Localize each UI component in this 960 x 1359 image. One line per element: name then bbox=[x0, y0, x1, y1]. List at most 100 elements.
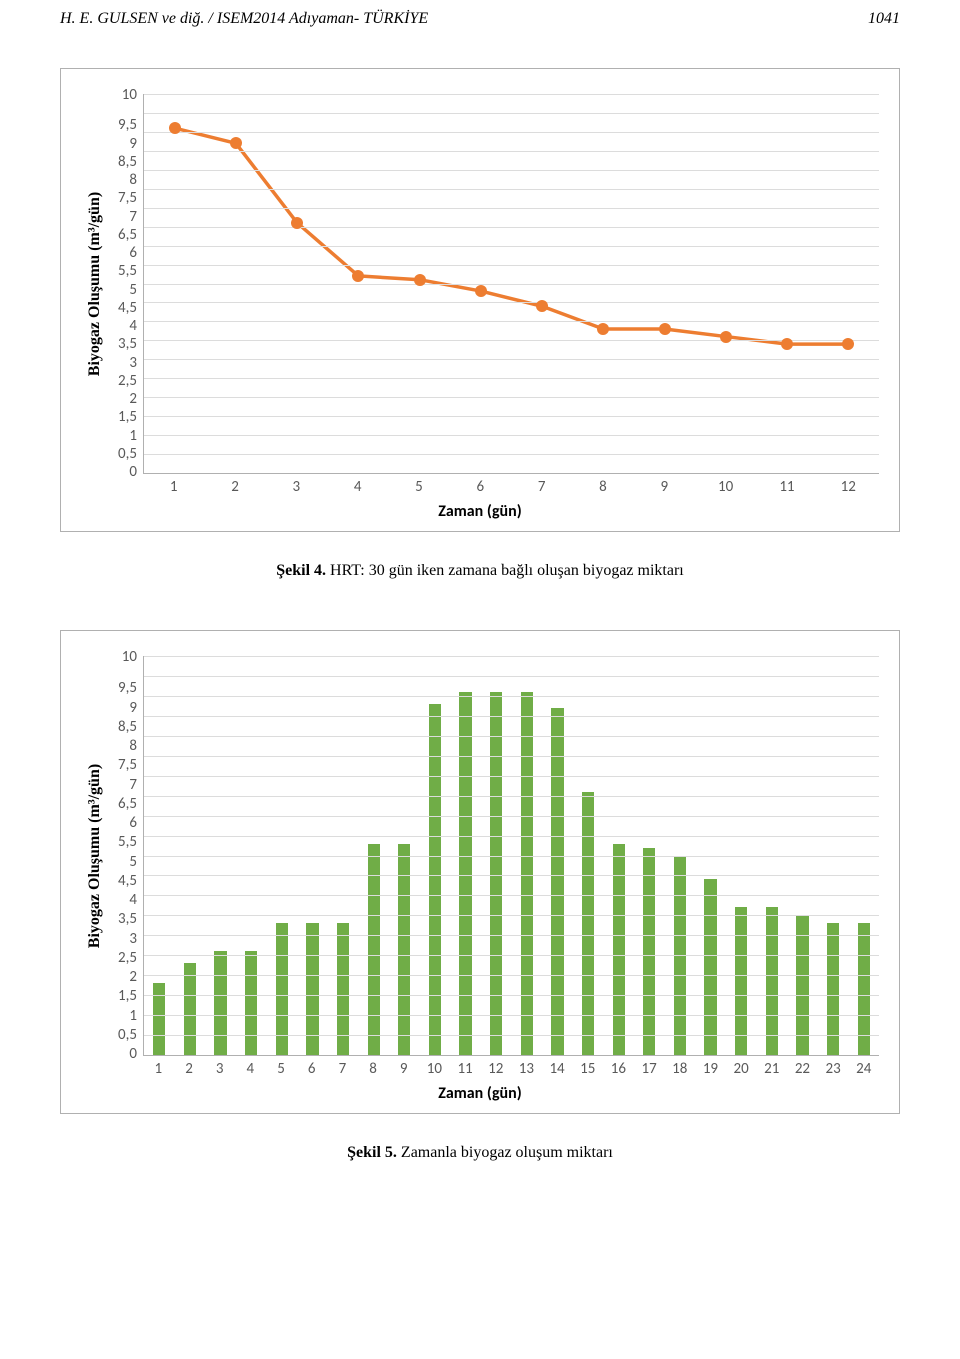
bar-chart-area: Biyogaz Oluşumu (m³/gün) 109,598,587,576… bbox=[81, 656, 879, 1103]
ytick-label: 8,5 bbox=[118, 720, 137, 735]
ytick-label: 10 bbox=[122, 88, 137, 103]
line-series-marker bbox=[659, 323, 671, 335]
xtick-label: 8 bbox=[572, 474, 633, 496]
gridline bbox=[144, 435, 879, 436]
gridline bbox=[144, 1015, 879, 1016]
xtick-label: 6 bbox=[450, 474, 511, 496]
gridline bbox=[144, 856, 879, 857]
ytick-label: 5 bbox=[129, 855, 137, 870]
gridline bbox=[144, 816, 879, 817]
ytick-label: 1 bbox=[129, 429, 137, 444]
xtick-label: 12 bbox=[818, 474, 879, 496]
gridline bbox=[144, 756, 879, 757]
ytick-label: 0 bbox=[129, 465, 137, 480]
ytick-label: 2 bbox=[129, 392, 137, 407]
xtick-label: 15 bbox=[572, 1056, 603, 1078]
bar bbox=[459, 692, 471, 1055]
gridline bbox=[144, 975, 879, 976]
gridline bbox=[144, 895, 879, 896]
gridline bbox=[144, 132, 879, 133]
ytick-label: 8,5 bbox=[118, 155, 137, 170]
gridline bbox=[144, 378, 879, 379]
caption-1: Şekil 4. HRT: 30 gün iken zamana bağlı o… bbox=[0, 562, 960, 580]
gridline bbox=[144, 416, 879, 417]
gridline bbox=[144, 875, 879, 876]
xtick-label: 3 bbox=[266, 474, 327, 496]
ytick-label: 1 bbox=[129, 1009, 137, 1024]
xtick-label: 2 bbox=[204, 474, 265, 496]
gridline bbox=[144, 151, 879, 152]
ytick-label: 2 bbox=[129, 970, 137, 985]
xtick-label: 10 bbox=[419, 1056, 450, 1078]
ytick-label: 9 bbox=[129, 701, 137, 716]
ytick-label: 9 bbox=[129, 137, 137, 152]
line-series-marker bbox=[720, 331, 732, 343]
ytick-label: 1,5 bbox=[118, 989, 137, 1004]
gridline bbox=[144, 94, 879, 95]
bar bbox=[184, 963, 196, 1055]
xtick-label: 2 bbox=[174, 1056, 205, 1078]
gridline bbox=[144, 995, 879, 996]
ytick-label: 10 bbox=[122, 650, 137, 665]
bar-chart-xlabel: Zaman (gün) bbox=[81, 1078, 879, 1103]
bar bbox=[153, 983, 165, 1055]
xtick-label: 21 bbox=[756, 1056, 787, 1078]
xtick-label: 12 bbox=[480, 1056, 511, 1078]
ytick-label: 2,5 bbox=[118, 951, 137, 966]
gridline bbox=[144, 656, 879, 657]
xtick-label: 1 bbox=[143, 1056, 174, 1078]
line-chart-ylabel-col: Biyogaz Oluşumu (m³/gün) bbox=[81, 94, 109, 474]
ytick-label: 6 bbox=[129, 816, 137, 831]
ytick-label: 0 bbox=[129, 1047, 137, 1062]
line-chart-xlabel: Zaman (gün) bbox=[81, 496, 879, 521]
line-chart-frame: Biyogaz Oluşumu (m³/gün) 109,598,587,576… bbox=[60, 68, 900, 532]
caption-1-text: HRT: 30 gün iken zamana bağlı oluşan biy… bbox=[326, 562, 684, 579]
ytick-label: 6,5 bbox=[118, 797, 137, 812]
xtick-label: 24 bbox=[848, 1056, 879, 1078]
caption-1-bold: Şekil 4. bbox=[276, 562, 326, 579]
line-series-path bbox=[175, 128, 849, 344]
ytick-label: 4,5 bbox=[118, 301, 137, 316]
caption-2: Şekil 5. Zamanla biyogaz oluşum miktarı bbox=[0, 1144, 960, 1162]
gridline bbox=[144, 359, 879, 360]
page-number: 1041 bbox=[868, 10, 900, 28]
gridline bbox=[144, 1035, 879, 1036]
gridline bbox=[144, 796, 879, 797]
caption-2-text: Zamanla biyogaz oluşum miktarı bbox=[397, 1144, 613, 1161]
page-header: H. E. GULSEN ve diğ. / ISEM2014 Adıyaman… bbox=[0, 0, 960, 28]
gridline bbox=[144, 454, 879, 455]
xtick-label: 7 bbox=[327, 1056, 358, 1078]
ytick-label: 4 bbox=[129, 319, 137, 334]
gridline bbox=[144, 189, 879, 190]
ytick-label: 3 bbox=[129, 356, 137, 371]
ytick-label: 6,5 bbox=[118, 228, 137, 243]
gridline bbox=[144, 227, 879, 228]
xtick-label: 10 bbox=[695, 474, 756, 496]
gridline bbox=[144, 836, 879, 837]
bar-chart-ylabel-col: Biyogaz Oluşumu (m³/gün) bbox=[81, 656, 109, 1056]
gridline bbox=[144, 170, 879, 171]
line-chart-plot bbox=[143, 94, 879, 474]
bar bbox=[245, 951, 257, 1055]
xtick-label: 17 bbox=[634, 1056, 665, 1078]
ytick-label: 8 bbox=[129, 739, 137, 754]
xtick-label: 8 bbox=[358, 1056, 389, 1078]
gridline bbox=[144, 716, 879, 717]
gridline bbox=[144, 935, 879, 936]
bar bbox=[551, 708, 563, 1055]
header-left: H. E. GULSEN ve diğ. / ISEM2014 Adıyaman… bbox=[60, 10, 428, 28]
ytick-label: 9,5 bbox=[118, 681, 137, 696]
xtick-label: 14 bbox=[542, 1056, 573, 1078]
xtick-label: 11 bbox=[756, 474, 817, 496]
gridline bbox=[144, 265, 879, 266]
xtick-label: 19 bbox=[695, 1056, 726, 1078]
ytick-label: 0,5 bbox=[118, 1028, 137, 1043]
gridline bbox=[144, 340, 879, 341]
line-chart-xticks: 123456789101112 bbox=[143, 474, 879, 496]
line-series-marker bbox=[291, 217, 303, 229]
xtick-label: 20 bbox=[726, 1056, 757, 1078]
gridline bbox=[144, 246, 879, 247]
ytick-label: 2,5 bbox=[118, 374, 137, 389]
bar bbox=[643, 848, 655, 1055]
ytick-label: 3,5 bbox=[118, 912, 137, 927]
